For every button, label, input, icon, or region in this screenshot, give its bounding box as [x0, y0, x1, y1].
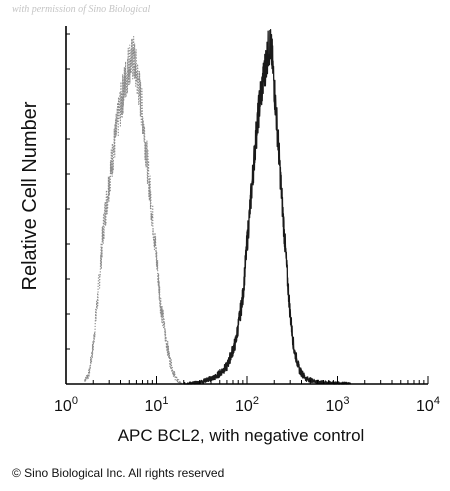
x-tick-label-2: 102	[235, 395, 259, 415]
stained-histogram-trace	[183, 28, 352, 385]
x-tick-label-3: 103	[326, 395, 350, 415]
plot-marks	[83, 28, 352, 385]
x-tick-labels: 100 101 102 103 104	[54, 395, 440, 415]
tick-marks	[65, 33, 429, 385]
x-tick-label-0: 100	[54, 395, 78, 415]
watermark-text: with permission of Sino Biological	[12, 4, 151, 15]
y-axis-label: Relative Cell Number	[19, 101, 41, 290]
copyright-text: © Sino Biological Inc. All rights reserv…	[12, 466, 225, 480]
x-axis-label: APC BCL2, with negative control	[118, 426, 365, 445]
x-tick-label-4: 104	[416, 395, 440, 415]
axes	[65, 26, 428, 385]
x-tick-label-1: 101	[145, 395, 169, 415]
control-histogram-trace	[83, 36, 183, 385]
